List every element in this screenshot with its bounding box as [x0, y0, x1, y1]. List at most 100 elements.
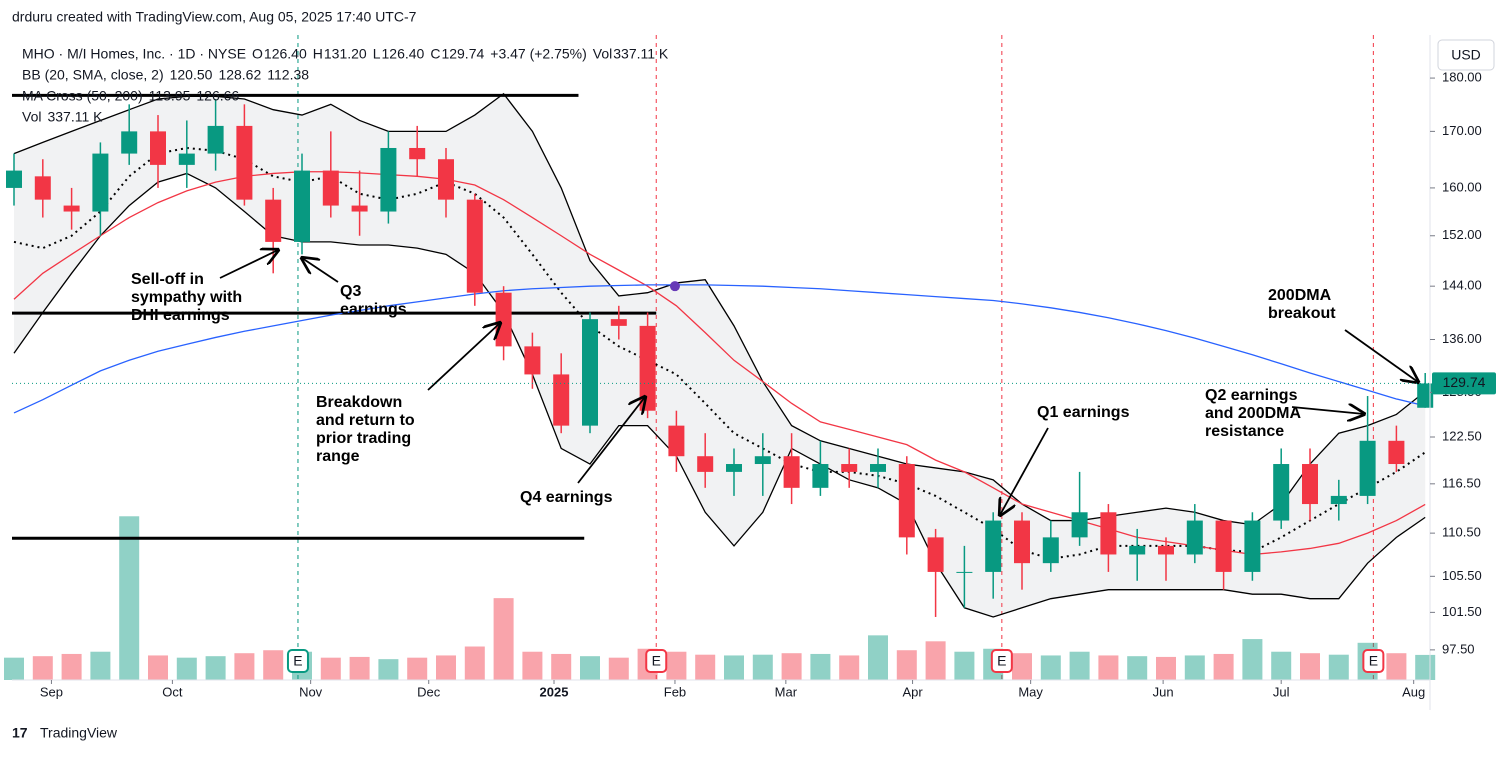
annotation: earnings [340, 301, 407, 318]
volume-bar [1415, 654, 1436, 680]
candle-body [1388, 440, 1405, 465]
currency: USD [1451, 47, 1481, 63]
candle-body [92, 153, 109, 212]
volume-bar [666, 651, 687, 680]
volume-bar [263, 650, 284, 680]
logo-mark: 17 [12, 725, 28, 741]
candle-body [841, 464, 858, 472]
currency-button[interactable] [1437, 39, 1495, 71]
candle-body [1302, 464, 1318, 505]
x-tick-label: Feb [664, 684, 686, 699]
candle-body [639, 325, 656, 411]
header: drduru created with TradingView.com, Aug… [12, 9, 417, 25]
y-tick-label: 152.00 [1442, 227, 1482, 242]
volume-bar [1069, 651, 1090, 680]
x-tick-label: Dec [417, 684, 441, 699]
x-tick-label: Jun [1153, 684, 1174, 699]
annotation: Q2 earnings [1205, 387, 1298, 404]
candle-body [6, 170, 22, 188]
legend-key: L [373, 46, 381, 62]
candle-body [438, 159, 454, 200]
volume-bar [90, 651, 111, 680]
volume-bar [896, 650, 917, 680]
candle-body [1014, 520, 1030, 564]
volume-bar [1328, 654, 1349, 680]
volume-bar [1300, 653, 1320, 680]
y-tick-label: 144.00 [1442, 278, 1482, 293]
volume-bar [205, 656, 226, 680]
volume-bar [119, 516, 140, 680]
x-tick-label: Jul [1273, 684, 1290, 699]
candle-body [178, 153, 195, 165]
annotation: 200DMA [1268, 287, 1332, 304]
indicator-line [13, 146, 1426, 560]
last-price-label: 129.74 [1443, 374, 1486, 390]
volume-bar [1386, 653, 1407, 680]
annotation: Q4 earnings [520, 489, 613, 506]
volume-bar [608, 657, 629, 680]
annotation: Q3 [340, 283, 361, 300]
legend-value: 128.62 [218, 67, 261, 83]
candle-body [1215, 520, 1232, 572]
candle-body [1071, 512, 1088, 538]
candle-body [351, 205, 368, 212]
volume-bar [407, 657, 428, 680]
plot-area [4, 35, 1436, 680]
annotation: breakout [1268, 305, 1336, 322]
earnings-badge [286, 649, 309, 673]
candle-body [409, 147, 426, 160]
volume-bar [724, 655, 744, 680]
earnings-label: E [1369, 653, 1378, 669]
candle-body [322, 170, 339, 206]
volume-bar [522, 651, 543, 680]
legend-value: 126.40 [382, 46, 425, 62]
annotation: and 200DMA [1205, 405, 1301, 422]
volume-bar [320, 657, 341, 680]
volume-bar [4, 657, 24, 680]
indicator-line [13, 92, 1426, 526]
y-tick-label: 180.00 [1442, 70, 1482, 85]
annotation: Q1 earnings [1037, 404, 1130, 421]
legend-value: 126.40 [264, 46, 307, 62]
volume-bar [464, 646, 485, 680]
candle-body [495, 292, 512, 347]
annotation: prior trading [316, 430, 411, 447]
candle-body [668, 425, 685, 457]
volume-bar [493, 598, 514, 680]
x-tick-label: Apr [902, 684, 923, 699]
volume-bar [32, 656, 53, 680]
volume-bar [1271, 651, 1292, 680]
candle-body [1129, 545, 1146, 555]
volume-bar [781, 653, 802, 680]
y-tick-label: 110.50 [1442, 525, 1481, 540]
volume-bar [1012, 653, 1032, 680]
annotation: Breakdown [316, 394, 402, 411]
candle-body [1158, 545, 1174, 555]
x-tick-label: Sep [40, 684, 63, 699]
annotation: resistance [1205, 423, 1284, 440]
x-tick-label: Oct [162, 684, 183, 699]
candle-body [582, 319, 598, 426]
legend-value: 129.74 [441, 46, 484, 62]
y-tick-label: 160.00 [1442, 179, 1482, 194]
candle-body [1042, 537, 1059, 564]
legend-key: H [313, 46, 323, 62]
volume-bar [868, 635, 888, 680]
volume-bar [954, 651, 975, 680]
candle-body [726, 464, 742, 472]
legend-value: 337.11 K [613, 46, 669, 62]
legend-change: +3.47 (+2.75%) [490, 46, 587, 62]
candle-body [553, 374, 570, 426]
y-tick-label: 122.50 [1442, 428, 1482, 443]
candle-body [524, 346, 541, 375]
volume-bar [551, 653, 572, 680]
earnings-badge [1362, 649, 1385, 673]
candle-body [265, 199, 282, 242]
x-tick-label: Nov [299, 684, 323, 699]
volume-bar [695, 654, 716, 680]
last-price-box [1432, 372, 1496, 395]
volume-bar [810, 653, 831, 680]
volume-bar [1184, 655, 1205, 680]
volume-bar [925, 641, 946, 680]
